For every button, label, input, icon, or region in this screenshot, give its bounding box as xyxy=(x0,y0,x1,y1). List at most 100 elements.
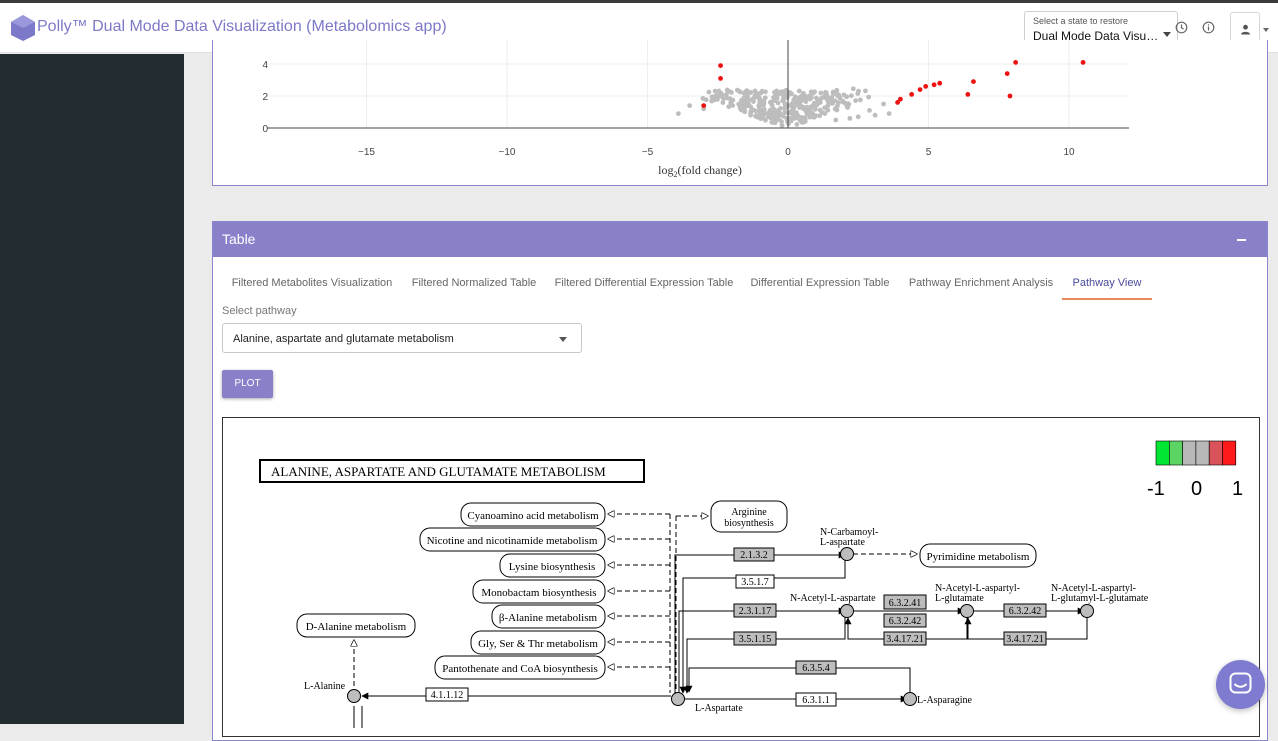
enzyme-box[interactable] xyxy=(883,594,927,610)
enzyme-box[interactable] xyxy=(883,631,927,646)
compound-label: L-glutamate xyxy=(935,593,984,604)
enzyme-box[interactable] xyxy=(735,574,775,589)
volcano-point xyxy=(810,111,816,116)
legend-color-cell xyxy=(1222,440,1237,466)
collapse-icon[interactable] xyxy=(1237,239,1246,241)
compound-node[interactable] xyxy=(903,692,917,706)
pathway-box[interactable] xyxy=(419,527,606,552)
volcano-point xyxy=(853,98,859,104)
volcano-y-tick-label: 0 xyxy=(262,124,268,135)
history-icon[interactable] xyxy=(1175,21,1188,34)
enzyme-label: 3.4.17.21 xyxy=(886,634,924,645)
enzyme-label: 6.3.2.42 xyxy=(1009,606,1042,617)
volcano-point xyxy=(804,111,810,117)
compound-label: L-Aspartate xyxy=(695,703,743,714)
enzyme-box[interactable] xyxy=(795,660,837,675)
volcano-point xyxy=(711,97,717,103)
volcano-point xyxy=(742,109,748,115)
compound-node[interactable] xyxy=(347,689,361,703)
volcano-x-tick-label: 10 xyxy=(1063,147,1075,158)
tab-pathway-view[interactable]: Pathway View xyxy=(1062,268,1152,300)
pathway-box[interactable] xyxy=(491,604,606,629)
volcano-point xyxy=(886,111,892,116)
compound-label: N-Acetyl-L-aspartate xyxy=(790,593,876,604)
compound-node[interactable] xyxy=(840,604,854,618)
enzyme-box[interactable] xyxy=(733,603,777,618)
volcano-point xyxy=(794,121,800,127)
volcano-point xyxy=(844,94,850,100)
volcano-point xyxy=(737,89,743,95)
volcano-point xyxy=(751,107,757,113)
user-menu-caret-icon[interactable] xyxy=(1263,28,1269,32)
volcano-point xyxy=(739,98,745,104)
compound-node[interactable] xyxy=(840,547,854,561)
compound-node[interactable] xyxy=(671,692,685,706)
pathway-box[interactable] xyxy=(460,502,606,527)
compound-node[interactable] xyxy=(960,604,974,618)
sidebar xyxy=(0,54,184,724)
pathway-box-d-alanine[interactable] xyxy=(296,613,416,638)
volcano-point xyxy=(767,110,772,116)
enzyme-box[interactable] xyxy=(733,631,777,646)
volcano-point xyxy=(718,93,723,99)
state-select-caption: Select a state to restore xyxy=(1033,16,1129,26)
plot-button[interactable]: PLOT xyxy=(222,370,273,398)
tab-filtered-metabolites-visualization[interactable]: Filtered Metabolites Visualization xyxy=(231,277,393,289)
volcano-point xyxy=(741,104,747,110)
volcano-point xyxy=(779,122,785,128)
volcano-point xyxy=(804,104,809,110)
volcano-point-significant xyxy=(1007,93,1013,99)
volcano-x-axis-label: log2(fold change) xyxy=(658,163,742,179)
volcano-point xyxy=(768,100,773,106)
pathway-box-pyrimidine[interactable] xyxy=(919,543,1037,568)
pathway-box-arginine[interactable] xyxy=(710,500,788,533)
pathway-box[interactable] xyxy=(470,630,606,655)
kegg-legend xyxy=(1155,440,1237,466)
tab-filtered-differential-expression-table[interactable]: Filtered Differential Expression Table xyxy=(554,277,734,289)
tab-filtered-normalized-table[interactable]: Filtered Normalized Table xyxy=(411,277,537,289)
enzyme-box[interactable] xyxy=(425,687,469,702)
volcano-point xyxy=(847,116,853,121)
volcano-plot[interactable]: −15 −10 −5 0 5 10 0 2 4 log2(fold change) xyxy=(213,40,1267,186)
volcano-point xyxy=(773,115,779,120)
enzyme-box[interactable] xyxy=(1003,631,1047,646)
volcano-point xyxy=(818,90,824,96)
volcano-point xyxy=(755,94,761,100)
compound-node[interactable] xyxy=(1080,604,1094,618)
volcano-point xyxy=(817,113,823,119)
pathway-select[interactable]: Alanine, aspartate and glutamate metabol… xyxy=(222,323,582,353)
chat-support-button[interactable] xyxy=(1216,660,1265,709)
tab-pathway-enrichment-analysis[interactable]: Pathway Enrichment Analysis xyxy=(908,277,1054,289)
enzyme-box[interactable] xyxy=(795,692,837,707)
enzyme-label: 4.1.1.12 xyxy=(431,690,464,701)
enzyme-box[interactable] xyxy=(733,547,775,562)
legend-mid-label: 0 xyxy=(1191,478,1202,500)
volcano-point xyxy=(752,88,758,94)
tab-differential-expression-table[interactable]: Differential Expression Table xyxy=(750,277,890,289)
enzyme-label: 3.4.17.21 xyxy=(1006,634,1044,645)
volcano-point xyxy=(763,117,768,123)
info-icon[interactable] xyxy=(1202,21,1215,34)
table-tabs: Filtered Metabolites Visualization Filte… xyxy=(213,268,1267,300)
pathway-box[interactable] xyxy=(499,553,606,578)
legend-color-cell xyxy=(1168,440,1183,466)
volcano-point xyxy=(728,90,734,95)
volcano-point xyxy=(867,108,872,113)
volcano-point xyxy=(727,96,733,102)
volcano-y-tick-label: 4 xyxy=(262,60,268,71)
enzyme-label: 6.3.1.1 xyxy=(802,695,830,706)
volcano-x-tick-label: 5 xyxy=(926,147,932,158)
pathway-box[interactable] xyxy=(472,579,606,604)
enzyme-box[interactable] xyxy=(883,613,927,628)
pathway-box[interactable] xyxy=(434,655,606,680)
pathway-label: Cyanoamino acid metabolism xyxy=(467,510,599,522)
volcano-point xyxy=(802,119,808,124)
volcano-point-significant xyxy=(923,84,929,89)
enzyme-box[interactable] xyxy=(1003,603,1047,618)
volcano-point xyxy=(855,114,861,120)
volcano-point xyxy=(825,103,831,109)
volcano-point xyxy=(749,97,755,103)
volcano-point xyxy=(807,104,813,110)
enzyme-label: 3.5.1.15 xyxy=(739,634,772,645)
volcano-point-significant xyxy=(931,82,937,88)
